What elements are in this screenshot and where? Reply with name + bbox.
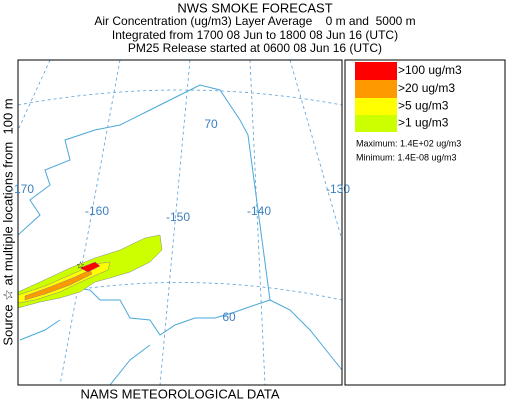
subtitle-line: Integrated from 1700 08 Jun to 1800 08 J…	[112, 28, 398, 42]
legend-frame	[344, 59, 506, 386]
graticule	[159, 60, 191, 385]
legend-swatch	[355, 62, 397, 80]
graticule-label: -130	[326, 182, 350, 196]
subtitle-line: Air Concentration (ug/m3) Layer Average …	[94, 14, 415, 28]
graticule-label: -160	[85, 204, 109, 218]
graticule	[289, 60, 342, 241]
coastline	[269, 299, 342, 371]
graticule	[249, 60, 266, 385]
legend-swatch	[355, 98, 397, 115]
side-label: Source ☆ at multiple locations from 100 …	[0, 98, 15, 345]
legend-swatch	[355, 115, 397, 132]
graticule-label: 70	[204, 117, 218, 131]
graticule-label: -140	[247, 204, 271, 218]
source-marker: ☆	[76, 261, 85, 272]
subtitle-line: PM25 Release started at 0600 08 Jun 16 (…	[128, 41, 382, 55]
legend-maximum: Maximum: 1.4E+02 ug/m3	[356, 138, 461, 148]
legend-swatch	[355, 80, 397, 98]
graticule	[18, 60, 51, 131]
footer: NAMS METEOROLOGICAL DATA	[80, 386, 279, 401]
graticule	[59, 60, 121, 385]
coastline	[19, 319, 151, 385]
title: NWS SMOKE FORECAST	[177, 0, 332, 15]
legend-label: >1 ug/m3	[398, 116, 449, 130]
plume-area	[79, 261, 101, 273]
legend-label: >20 ug/m3	[398, 81, 455, 95]
graticule	[18, 89, 342, 106]
legend-label: >5 ug/m3	[398, 99, 449, 113]
legend: >100 ug/m3 >20 ug/m3 >5 ug/m3 >1 ug/m3	[355, 62, 462, 132]
graticule-label: -170	[10, 182, 34, 196]
graticule-label: 60	[222, 310, 236, 324]
map: ☆	[18, 60, 342, 385]
plume-area	[24, 269, 93, 301]
map-frame	[17, 59, 343, 386]
legend-label: >100 ug/m3	[398, 63, 462, 77]
graticule-label: -150	[166, 210, 190, 224]
legend-minimum: Minimum: 1.4E-08 ug/m3	[356, 152, 457, 162]
